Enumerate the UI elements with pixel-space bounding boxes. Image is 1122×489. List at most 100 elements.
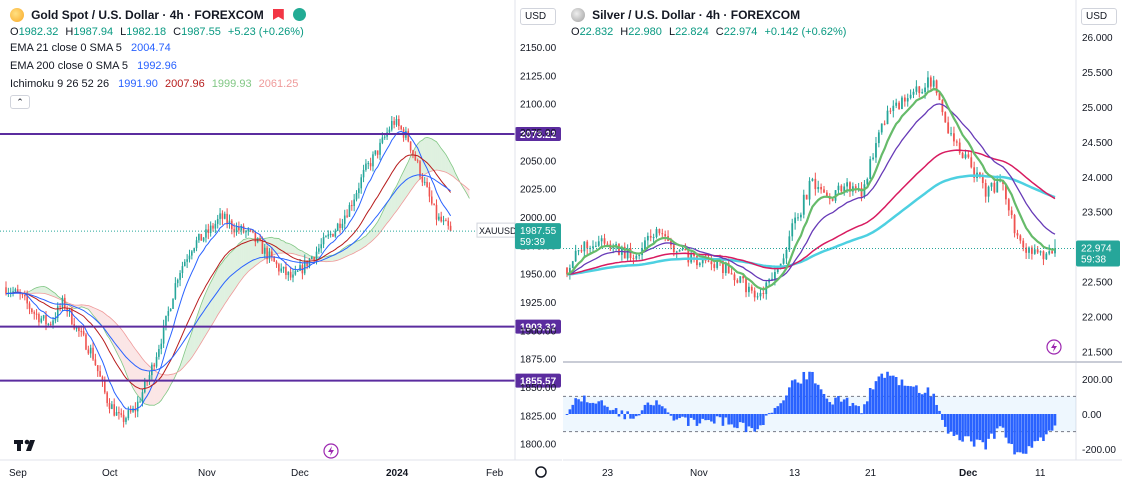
- histogram-bar: [736, 414, 739, 429]
- candle-body: [597, 241, 600, 246]
- gold-symbol-title[interactable]: Gold Spot / U.S. Dollar · 4h · FOREXCOM: [31, 8, 264, 22]
- time-tick-label: 11: [1035, 468, 1046, 479]
- indicator-value: 2061.25: [258, 78, 299, 90]
- cloud-segment: [189, 332, 192, 361]
- candle-body: [883, 123, 886, 125]
- histogram-bar: [753, 414, 756, 432]
- candle-body: [664, 234, 667, 237]
- candle-body: [944, 112, 947, 123]
- symbol-badge-label: XAUUSD: [479, 226, 517, 236]
- cloud-segment: [403, 166, 406, 201]
- histogram-bar: [684, 414, 687, 418]
- candle-body: [1048, 251, 1051, 254]
- silver-symbol-title[interactable]: Silver / U.S. Dollar · 4h · FOREXCOM: [592, 8, 801, 22]
- histogram-bar: [701, 414, 705, 419]
- lightning-icon: [1046, 339, 1062, 355]
- candle-body: [271, 251, 273, 257]
- cloud-segment: [445, 154, 449, 174]
- candle-body: [1022, 240, 1025, 248]
- last-price-label: 22.974: [1081, 243, 1112, 254]
- candle-body: [892, 105, 895, 111]
- candle-body: [794, 217, 797, 224]
- candle-body: [655, 229, 658, 238]
- indicator-ema200[interactable]: EMA 200 close 0 SMA 5 1992.96: [10, 57, 306, 75]
- histogram-bar: [877, 376, 881, 414]
- indicator-ichimoku[interactable]: Ichimoku 9 26 52 26 1991.90 2007.96 1999…: [10, 75, 306, 93]
- silver-chart-svg[interactable]: 26.00025.50025.00024.50024.00023.50023.0…: [563, 0, 1122, 489]
- candle-body: [89, 347, 92, 354]
- cloud-segment: [290, 244, 293, 254]
- indicator-name: Ichimoku 9 26 52 26: [10, 78, 110, 90]
- cloud-segment: [292, 245, 296, 255]
- cloud-segment: [335, 252, 338, 261]
- candle-body: [1025, 247, 1028, 253]
- candle-body: [990, 182, 993, 187]
- candle-body: [742, 276, 745, 279]
- gold-currency-select[interactable]: USD: [520, 8, 556, 25]
- histogram-bar: [571, 404, 575, 414]
- histogram-bar: [941, 414, 944, 420]
- cloud-segment: [135, 349, 138, 396]
- candle-body: [825, 192, 828, 197]
- candle-body: [592, 246, 594, 248]
- gold-chart-svg[interactable]: 2073.22 1903.32 1855.57 2150.00 2125.00 2100.…: [0, 0, 562, 489]
- gold-chart-panel[interactable]: 2073.22 1903.32 1855.57 2150.00 2125.00 2100.…: [0, 0, 562, 489]
- cloud-segment: [467, 187, 470, 199]
- market-status-icon[interactable]: [292, 8, 306, 21]
- candle-body: [35, 313, 38, 315]
- candle-body: [961, 152, 964, 159]
- histogram-bar: [764, 414, 768, 416]
- ohlc-high-value: 1987.94: [73, 26, 114, 38]
- candle-body: [440, 216, 442, 222]
- cloud-segment: [281, 240, 284, 254]
- candle-body: [379, 142, 381, 155]
- cloud-segment: [398, 175, 402, 208]
- candle-body: [993, 182, 996, 193]
- histogram-bar: [828, 402, 832, 414]
- cloud-segment: [234, 246, 237, 291]
- indicator-ema21[interactable]: EMA 21 close 0 SMA 5 2004.74: [10, 39, 306, 57]
- histogram-bar: [632, 414, 635, 419]
- last-price-label: 1987.55: [520, 226, 557, 237]
- candle-body: [148, 375, 151, 382]
- histogram-bar: [678, 414, 681, 419]
- candle-body: [915, 86, 918, 92]
- candle-body: [348, 205, 351, 217]
- histogram-bar: [981, 414, 985, 443]
- histogram-bar: [1013, 414, 1016, 455]
- flag-icon[interactable]: [272, 9, 284, 20]
- candle-body: [26, 296, 28, 304]
- histogram-bar: [975, 414, 979, 440]
- histogram-bar: [998, 414, 1002, 427]
- collapse-legend-button[interactable]: ⌃: [10, 95, 30, 109]
- last-price-badge: [1076, 240, 1120, 267]
- candle-body: [745, 278, 747, 293]
- histogram-bar: [606, 406, 609, 414]
- time-tick-label: 21: [865, 468, 877, 479]
- histogram-bar: [776, 406, 780, 414]
- level-price-badge: [515, 319, 561, 334]
- candle-body: [183, 261, 186, 267]
- candle-body: [75, 326, 78, 329]
- histogram-bar: [866, 401, 869, 414]
- price-tick-label: 24.000: [1082, 173, 1113, 184]
- histogram-bar: [721, 414, 725, 426]
- silver-chart-panel[interactable]: 26.00025.50025.00024.50024.00023.50023.0…: [563, 0, 1122, 489]
- candle-body: [782, 258, 785, 264]
- candle-body: [362, 169, 365, 178]
- histogram-bar: [773, 407, 777, 414]
- candle-body: [921, 92, 924, 94]
- candle-body: [181, 266, 184, 274]
- candle-body: [958, 142, 961, 153]
- currency-label: USD: [1086, 11, 1108, 22]
- candle-body: [571, 261, 574, 268]
- histogram-bar: [710, 414, 713, 422]
- silver-currency-select[interactable]: USD: [1081, 8, 1117, 25]
- candle-body: [407, 130, 410, 142]
- histogram-bar: [825, 398, 829, 414]
- candle-body: [42, 315, 45, 319]
- candle-body: [973, 167, 976, 178]
- candle-body: [343, 215, 346, 224]
- price-tick-label: 1925.00: [520, 298, 557, 309]
- candle-body: [600, 238, 603, 242]
